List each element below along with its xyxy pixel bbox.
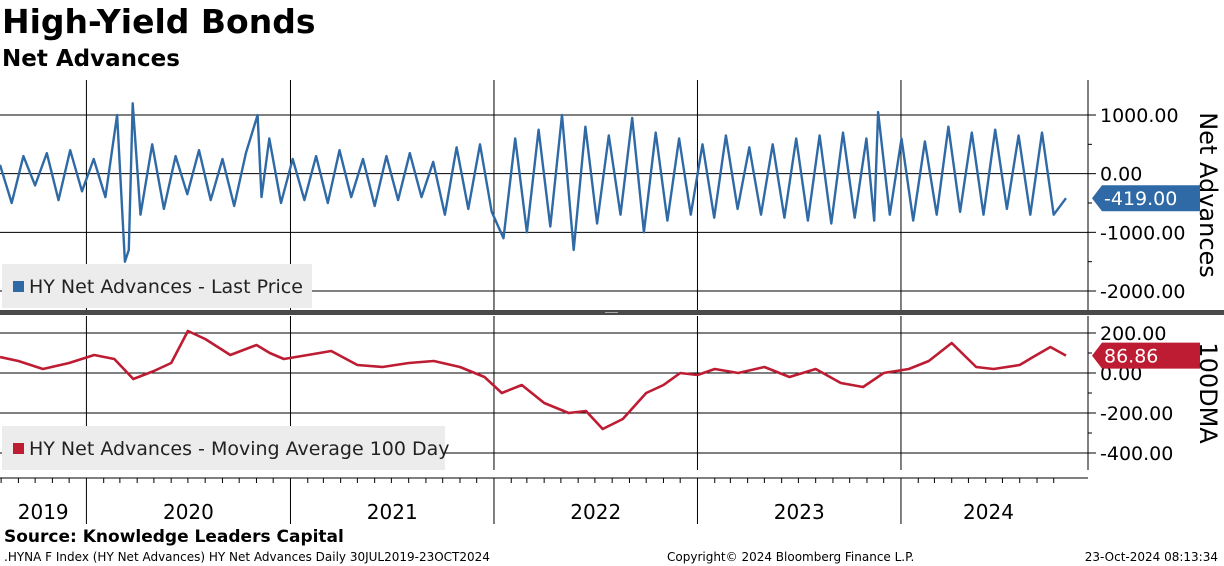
legend-swatch-bottom — [13, 443, 24, 454]
legend-label-bottom: HY Net Advances - Moving Average 100 Day — [29, 438, 450, 460]
y-tick-label-bottom-0: 200.00 — [1100, 323, 1166, 345]
y-tick-label-bottom-2: -200.00 — [1100, 403, 1173, 425]
last-value-label-bottom: 86.86 — [1104, 346, 1158, 368]
y-tick-label-top-1: 0.00 — [1100, 164, 1142, 186]
last-value-tag-bottom — [1092, 342, 1200, 369]
legend-box-bottom — [2, 426, 445, 470]
ticker-line: .HYNA F Index (HY Net Advances) HY Net A… — [4, 550, 490, 564]
x-tick-label-5: 2024 — [963, 500, 1014, 524]
legend-label-top: HY Net Advances - Last Price — [29, 276, 303, 298]
legend-box-top — [2, 264, 312, 308]
copyright-note: Copyright© 2024 Bloomberg Finance L.P. — [667, 550, 915, 564]
x-tick-label-4: 2023 — [774, 500, 825, 524]
last-value-tag-top — [1092, 185, 1200, 212]
chart-subtitle: Net Advances — [2, 46, 180, 72]
source-note: Source: Knowledge Leaders Capital — [4, 527, 344, 547]
y-tick-label-top-3: -2000.00 — [1100, 281, 1185, 303]
series-line-top — [0, 102, 1067, 263]
panel-top: 1000.00 0.00 -1000.00 -2000.00 -419.00 Net Ad… — [0, 80, 1222, 310]
y-axis-title-bottom: 100DMA — [1194, 342, 1222, 444]
series-line-bottom — [0, 329, 1067, 431]
legend-swatch-top — [13, 281, 24, 292]
x-tick-label-2: 2021 — [367, 500, 418, 524]
timestamp: 23-Oct-2024 08:13:34 — [1084, 550, 1218, 564]
y-axis-title-top: Net Advances — [1194, 112, 1222, 278]
y-tick-label-top-2: -1000.00 — [1100, 222, 1185, 244]
x-tick-label-0: 2019 — [18, 500, 69, 524]
x-tick-label-3: 2022 — [570, 500, 621, 524]
x-tick-label-1: 2020 — [163, 500, 214, 524]
chart-title: High-Yield Bonds — [2, 2, 316, 41]
y-tick-label-top-0: 1000.00 — [1100, 105, 1179, 127]
y-tick-label-bottom-3: -400.00 — [1100, 443, 1173, 465]
last-value-label-top: -419.00 — [1104, 188, 1177, 210]
